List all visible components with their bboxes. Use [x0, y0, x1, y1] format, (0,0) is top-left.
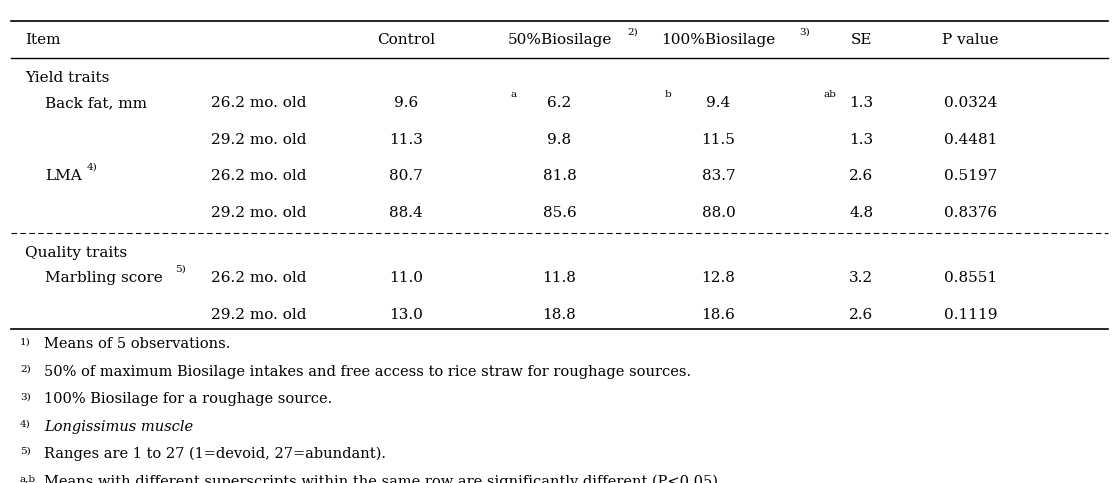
Text: 80.7: 80.7: [389, 170, 423, 183]
Text: 1.3: 1.3: [849, 97, 873, 111]
Text: 4): 4): [87, 163, 97, 171]
Text: 50%Biosilage: 50%Biosilage: [507, 33, 612, 47]
Text: 88.0: 88.0: [702, 206, 735, 220]
Text: Back fat, mm: Back fat, mm: [45, 97, 148, 111]
Text: 4): 4): [20, 420, 30, 428]
Text: 29.2 mo. old: 29.2 mo. old: [210, 206, 307, 220]
Text: 83.7: 83.7: [702, 170, 735, 183]
Text: 6.2: 6.2: [547, 97, 572, 111]
Text: 9.8: 9.8: [547, 133, 572, 147]
Text: 2): 2): [628, 28, 638, 37]
Text: LMA: LMA: [45, 170, 82, 183]
Text: 4.8: 4.8: [849, 206, 873, 220]
Text: 11.0: 11.0: [389, 271, 423, 285]
Text: SE: SE: [850, 33, 872, 47]
Text: 26.2 mo. old: 26.2 mo. old: [210, 170, 307, 183]
Text: 26.2 mo. old: 26.2 mo. old: [210, 97, 307, 111]
Text: 3): 3): [800, 28, 810, 37]
Text: Means with different superscripts within the same row are significantly differen: Means with different superscripts within…: [44, 474, 723, 483]
Text: Marbling score: Marbling score: [45, 271, 163, 285]
Text: Ranges are 1 to 27 (1=devoid, 27=abundant).: Ranges are 1 to 27 (1=devoid, 27=abundan…: [44, 447, 386, 461]
Text: 100% Biosilage for a roughage source.: 100% Biosilage for a roughage source.: [44, 392, 332, 406]
Text: 11.3: 11.3: [389, 133, 423, 147]
Text: 88.4: 88.4: [389, 206, 423, 220]
Text: 9.4: 9.4: [706, 97, 731, 111]
Text: 26.2 mo. old: 26.2 mo. old: [210, 271, 307, 285]
Text: a: a: [511, 90, 517, 99]
Text: 18.6: 18.6: [702, 308, 735, 322]
Text: a,b: a,b: [20, 474, 36, 483]
Text: 5): 5): [20, 447, 30, 456]
Text: 9.6: 9.6: [394, 97, 419, 111]
Text: 0.4481: 0.4481: [944, 133, 997, 147]
Text: 3.2: 3.2: [849, 271, 873, 285]
Text: Quality traits: Quality traits: [26, 246, 128, 260]
Text: 18.8: 18.8: [543, 308, 576, 322]
Text: 11.8: 11.8: [543, 271, 576, 285]
Text: 2): 2): [20, 365, 30, 374]
Text: 12.8: 12.8: [702, 271, 735, 285]
Text: 1.3: 1.3: [849, 133, 873, 147]
Text: b: b: [665, 90, 671, 99]
Text: ab: ab: [824, 90, 836, 99]
Text: 29.2 mo. old: 29.2 mo. old: [210, 133, 307, 147]
Text: 0.8376: 0.8376: [944, 206, 997, 220]
Text: 2.6: 2.6: [849, 308, 873, 322]
Text: 2.6: 2.6: [849, 170, 873, 183]
Text: 0.1119: 0.1119: [944, 308, 997, 322]
Text: 0.5197: 0.5197: [944, 170, 997, 183]
Text: 5): 5): [175, 265, 186, 274]
Text: 29.2 mo. old: 29.2 mo. old: [210, 308, 307, 322]
Text: 11.5: 11.5: [702, 133, 735, 147]
Text: P value: P value: [942, 33, 999, 47]
Text: 0.0324: 0.0324: [944, 97, 997, 111]
Text: Item: Item: [26, 33, 60, 47]
Text: Longissimus muscle: Longissimus muscle: [44, 420, 194, 434]
Text: 3): 3): [20, 392, 30, 401]
Text: Control: Control: [377, 33, 435, 47]
Text: 100%Biosilage: 100%Biosilage: [661, 33, 775, 47]
Text: 13.0: 13.0: [389, 308, 423, 322]
Text: 0.8551: 0.8551: [944, 271, 997, 285]
Text: Means of 5 observations.: Means of 5 observations.: [44, 337, 231, 351]
Text: 81.8: 81.8: [543, 170, 576, 183]
Text: 50% of maximum Biosilage intakes and free access to rice straw for roughage sour: 50% of maximum Biosilage intakes and fre…: [44, 365, 692, 379]
Text: Yield traits: Yield traits: [26, 71, 110, 85]
Text: 1): 1): [20, 337, 30, 346]
Text: 85.6: 85.6: [543, 206, 576, 220]
